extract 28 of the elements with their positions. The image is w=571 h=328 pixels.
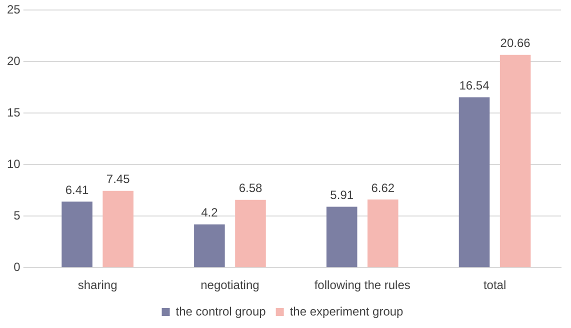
bar (458, 97, 490, 268)
data-label: 7.45 (106, 172, 130, 186)
data-label: 5.91 (330, 188, 354, 202)
y-tick-label: 25 (6, 2, 21, 17)
x-tick-label: following the rules (314, 278, 410, 292)
data-label: 20.66 (500, 36, 531, 50)
bar (235, 200, 266, 268)
bar (368, 199, 398, 268)
x-tick-label: sharing (78, 278, 118, 292)
data-label: 4.2 (201, 206, 218, 220)
y-tick-label: 5 (14, 208, 21, 222)
data-label: 6.58 (238, 181, 262, 196)
x-tick-label: negotiating (200, 278, 260, 292)
data-label: 6.62 (371, 180, 395, 195)
bar (62, 202, 92, 268)
data-label: 6.41 (65, 182, 90, 197)
bar (102, 190, 134, 268)
y-tick-label: 0 (14, 260, 21, 274)
bar (500, 54, 531, 268)
legend-label: the control group (176, 304, 266, 318)
legend-label: the experiment group (290, 304, 404, 318)
y-tick-label: 15 (6, 105, 21, 120)
x-tick-label: total (483, 278, 506, 292)
data-label: 16.54 (459, 78, 490, 93)
bar (326, 206, 358, 268)
bar (194, 224, 225, 268)
y-tick-label: 10 (6, 156, 21, 171)
y-tick-label: 20 (6, 54, 21, 68)
